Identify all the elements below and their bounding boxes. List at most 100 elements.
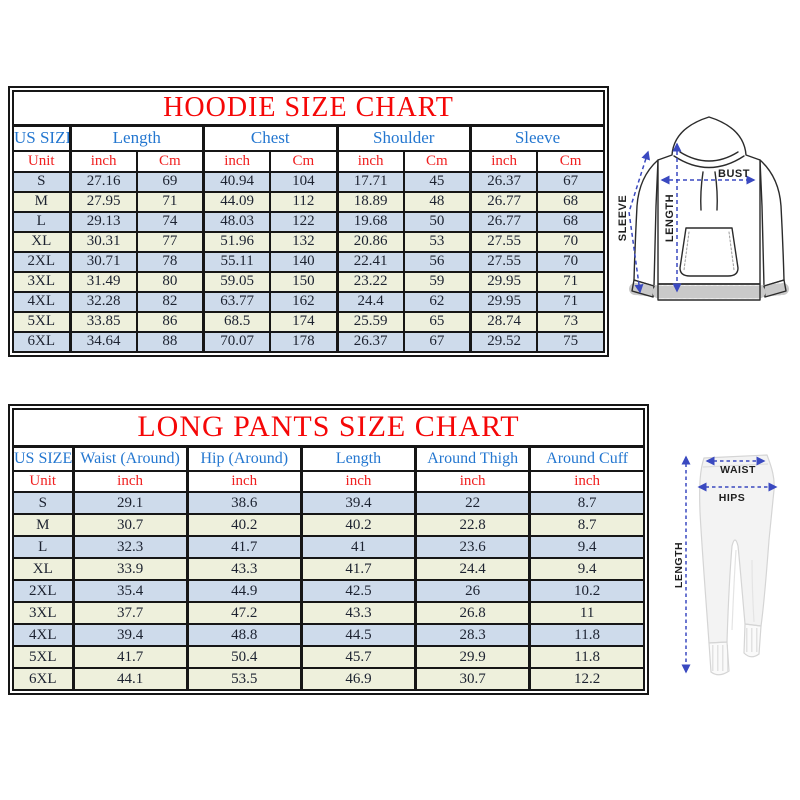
unit-cell: inch [185, 470, 303, 493]
size-cell: 5XL [12, 645, 74, 669]
value-cell: 26.8 [414, 601, 531, 625]
value-cell: 11.8 [528, 623, 646, 647]
value-cell: 71 [536, 270, 605, 293]
value-cell: 26.37 [335, 330, 405, 353]
value-cell: 59 [402, 270, 472, 293]
value-cell: 33.85 [68, 310, 138, 333]
pants-size-chart-frame: LONG PANTS SIZE CHART US SIZE Waist (Aroun… [8, 404, 649, 695]
value-cell: 30.31 [68, 230, 138, 253]
pants-measure-arrows [681, 455, 778, 674]
size-cell: M [12, 513, 74, 537]
value-cell: 31.49 [68, 270, 138, 293]
value-cell: 104 [269, 170, 338, 193]
right-cuff-ribbing [757, 283, 789, 297]
hoodie-illustration: BUST LENGTH SLEEVE [617, 116, 789, 301]
value-cell: 33.9 [71, 557, 189, 581]
unit-cell: Cm [402, 149, 472, 173]
unit-row-label: Unit [12, 149, 71, 173]
size-cell: 6XL [12, 330, 71, 353]
value-cell: 43.3 [299, 601, 417, 625]
value-cell: 39.4 [299, 491, 417, 515]
value-cell: 25.59 [335, 310, 405, 333]
value-cell: 29.95 [469, 270, 539, 293]
size-column-header: US SIZE [12, 124, 71, 152]
column-header: Around Thigh [414, 445, 531, 472]
value-cell: 68.5 [202, 310, 272, 333]
value-cell: 30.7 [414, 667, 531, 691]
value-cell: 8.7 [528, 491, 646, 515]
value-cell: 178 [269, 330, 338, 353]
value-cell: 75 [536, 330, 605, 353]
pants-size-table: LONG PANTS SIZE CHART US SIZE Waist (Aroun… [12, 408, 646, 691]
unit-cell: inch [528, 470, 646, 493]
value-cell: 34.64 [68, 330, 138, 353]
hips-label: HIPS [719, 492, 746, 504]
size-row-2XL: 2XL 30.71 78 55.11 140 22.41 56 27.55 70 [12, 250, 605, 273]
value-cell: 28.3 [414, 623, 531, 647]
size-row-L: L 29.13 74 48.03 122 19.68 50 26.77 68 [12, 210, 605, 233]
unit-cell: inch [414, 470, 531, 493]
hood-neckline-inner [679, 151, 739, 162]
hoodie-right-sleeve [759, 159, 785, 287]
column-header: Hip (Around) [185, 445, 303, 472]
value-cell: 17.71 [335, 170, 405, 193]
value-cell: 50.4 [185, 645, 303, 669]
value-cell: 22 [414, 491, 531, 515]
value-cell: 26.77 [469, 210, 539, 233]
value-cell: 56 [402, 250, 472, 273]
size-cell: S [12, 170, 71, 193]
left-cuff [708, 641, 730, 676]
size-cell: 5XL [12, 310, 71, 333]
hoodie-measure-arrows [628, 142, 756, 294]
size-row-XL: XL 30.31 77 51.96 132 20.86 53 27.55 70 [12, 230, 605, 253]
value-cell: 44.5 [299, 623, 417, 647]
value-cell: 22.8 [414, 513, 531, 537]
value-cell: 38.6 [185, 491, 303, 515]
value-cell: 82 [135, 290, 205, 313]
pocket-stitching [683, 231, 735, 271]
value-cell: 24.4 [414, 557, 531, 581]
value-cell: 30.71 [68, 250, 138, 273]
value-cell: 88 [135, 330, 205, 353]
sleeve-label: SLEEVE [617, 195, 629, 241]
hoodie-drawing [629, 116, 789, 301]
value-cell: 70.07 [202, 330, 272, 353]
left-drawstring [700, 171, 704, 211]
unit-cell: inch [202, 149, 272, 173]
hoodie-right-cuff [763, 279, 787, 298]
value-cell: 24.4 [335, 290, 405, 313]
value-cell: 63.77 [202, 290, 272, 313]
value-cell: 29.1 [71, 491, 189, 515]
pants-illustration: WAIST HIPS LENGTH [673, 454, 778, 676]
column-header: Around Cuff [528, 445, 646, 472]
value-cell: 71 [135, 190, 205, 213]
value-cell: 65 [402, 310, 472, 333]
value-cell: 80 [135, 270, 205, 293]
unit-cell: inch [335, 149, 405, 173]
chart-title: HOODIE SIZE CHART [12, 90, 605, 127]
value-cell: 27.55 [469, 230, 539, 253]
value-cell: 10.2 [528, 579, 646, 603]
size-row-3XL: 3XL 37.7 47.2 43.3 26.8 11 [12, 601, 646, 625]
value-cell: 122 [269, 210, 338, 233]
size-row-3XL: 3XL 31.49 80 59.05 150 23.22 59 29.95 71 [12, 270, 605, 293]
value-cell: 73 [536, 310, 605, 333]
value-cell: 26.37 [469, 170, 539, 193]
value-cell: 77 [135, 230, 205, 253]
size-cell: 2XL [12, 579, 74, 603]
unit-row-label: Unit [12, 470, 74, 493]
fabric-folds [731, 549, 755, 631]
size-cell: 6XL [12, 667, 74, 691]
size-cell: M [12, 190, 71, 213]
size-cell: XL [12, 557, 74, 581]
column-header: Length [68, 124, 205, 152]
value-cell: 45.7 [299, 645, 417, 669]
bust-label: BUST [718, 168, 750, 180]
value-cell: 112 [269, 190, 338, 213]
value-cell: 26.77 [469, 190, 539, 213]
value-cell: 8.7 [528, 513, 646, 537]
pants-body [699, 454, 775, 644]
size-row-M: M 30.7 40.2 40.2 22.8 8.7 [12, 513, 646, 537]
size-column-header: US SIZE [12, 445, 74, 472]
value-cell: 23.22 [335, 270, 405, 293]
